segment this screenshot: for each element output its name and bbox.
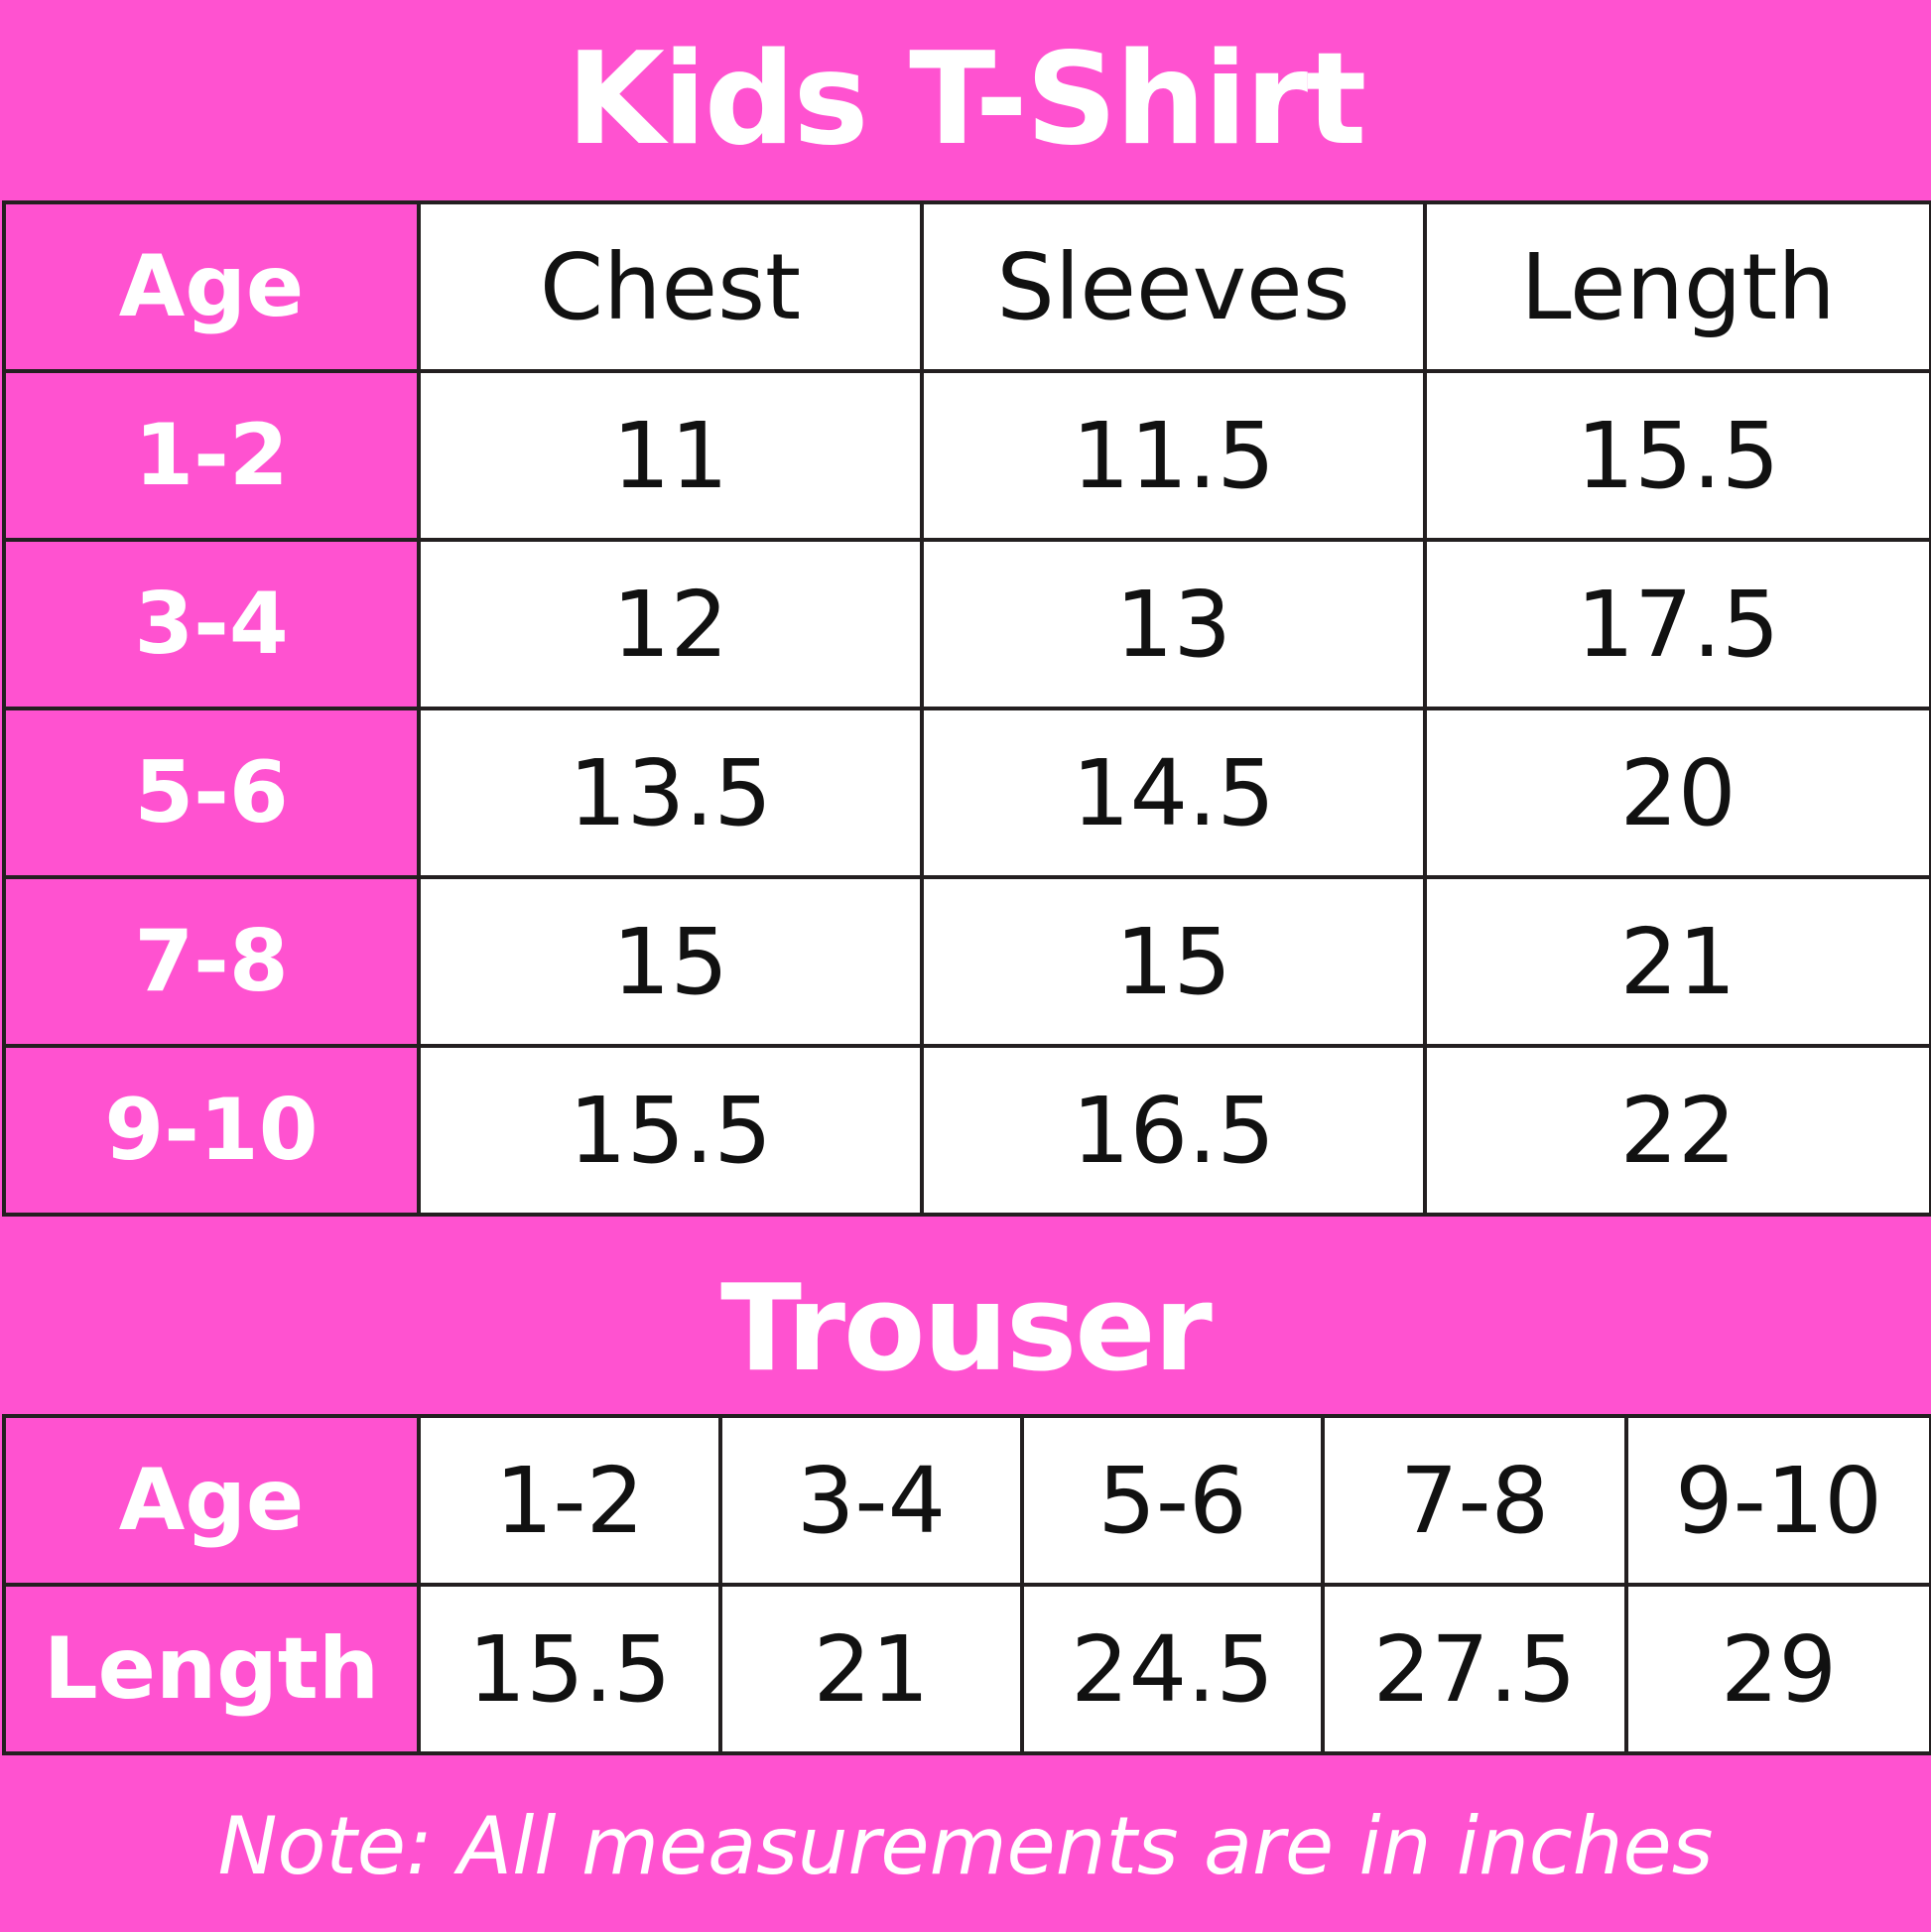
length-cell: 15.5 — [1423, 369, 1931, 542]
chest-cell: 11 — [417, 369, 924, 542]
header-chest: Chest — [417, 200, 924, 373]
chest-cell: 13.5 — [417, 707, 924, 879]
age-cell: 7-8 — [2, 875, 421, 1048]
table-header-row: Age Chest Sleeves Length — [2, 200, 1931, 373]
table-row: 9-10 15.5 16.5 22 — [2, 1044, 1931, 1217]
length-cell: 21 — [1423, 875, 1931, 1048]
age-cell: 7-8 — [1321, 1414, 1628, 1587]
row-label-length: Length — [2, 1583, 421, 1755]
length-cell: 21 — [718, 1583, 1024, 1755]
age-cell: 1-2 — [417, 1414, 722, 1587]
sleeves-cell: 16.5 — [920, 1044, 1427, 1217]
tshirt-size-table: Age Chest Sleeves Length 1-2 11 11.5 15.… — [2, 200, 1931, 1217]
table-row: 1-2 11 11.5 15.5 — [2, 369, 1931, 542]
sleeves-cell: 13 — [920, 538, 1427, 710]
measurement-note: Note: All measurements are in inches — [217, 1799, 1714, 1892]
length-cell: 20 — [1423, 707, 1931, 879]
tshirt-title: Kids T-Shirt — [566, 25, 1367, 174]
length-cell: 22 — [1423, 1044, 1931, 1217]
header-length: Length — [1423, 200, 1931, 373]
header-age: Age — [2, 200, 421, 373]
age-cell: 5-6 — [2, 707, 421, 879]
header-sleeves: Sleeves — [920, 200, 1427, 373]
trouser-size-table: Age 1-2 3-4 5-6 7-8 9-10 Length 15.5 21 … — [2, 1414, 1931, 1755]
age-cell: 3-4 — [2, 538, 421, 710]
length-cell: 27.5 — [1321, 1583, 1628, 1755]
age-cell: 1-2 — [2, 369, 421, 542]
sleeves-cell: 15 — [920, 875, 1427, 1048]
age-cell: 9-10 — [1624, 1414, 1931, 1587]
sleeves-cell: 11.5 — [920, 369, 1427, 542]
length-cell: 29 — [1624, 1583, 1931, 1755]
table-row: 5-6 13.5 14.5 20 — [2, 707, 1931, 879]
length-cell: 17.5 — [1423, 538, 1931, 710]
length-cell: 24.5 — [1020, 1583, 1325, 1755]
table-row: 7-8 15 15 21 — [2, 875, 1931, 1048]
table-row-age: Age 1-2 3-4 5-6 7-8 9-10 — [2, 1414, 1931, 1587]
age-cell: 5-6 — [1020, 1414, 1325, 1587]
age-cell: 3-4 — [718, 1414, 1024, 1587]
length-cell: 15.5 — [417, 1583, 722, 1755]
chest-cell: 15 — [417, 875, 924, 1048]
chest-cell: 15.5 — [417, 1044, 924, 1217]
row-label-age: Age — [2, 1414, 421, 1587]
chest-cell: 12 — [417, 538, 924, 710]
trouser-title: Trouser — [720, 1259, 1213, 1398]
age-cell: 9-10 — [2, 1044, 421, 1217]
sleeves-cell: 14.5 — [920, 707, 1427, 879]
table-row-length: Length 15.5 21 24.5 27.5 29 — [2, 1583, 1931, 1755]
table-row: 3-4 12 13 17.5 — [2, 538, 1931, 710]
